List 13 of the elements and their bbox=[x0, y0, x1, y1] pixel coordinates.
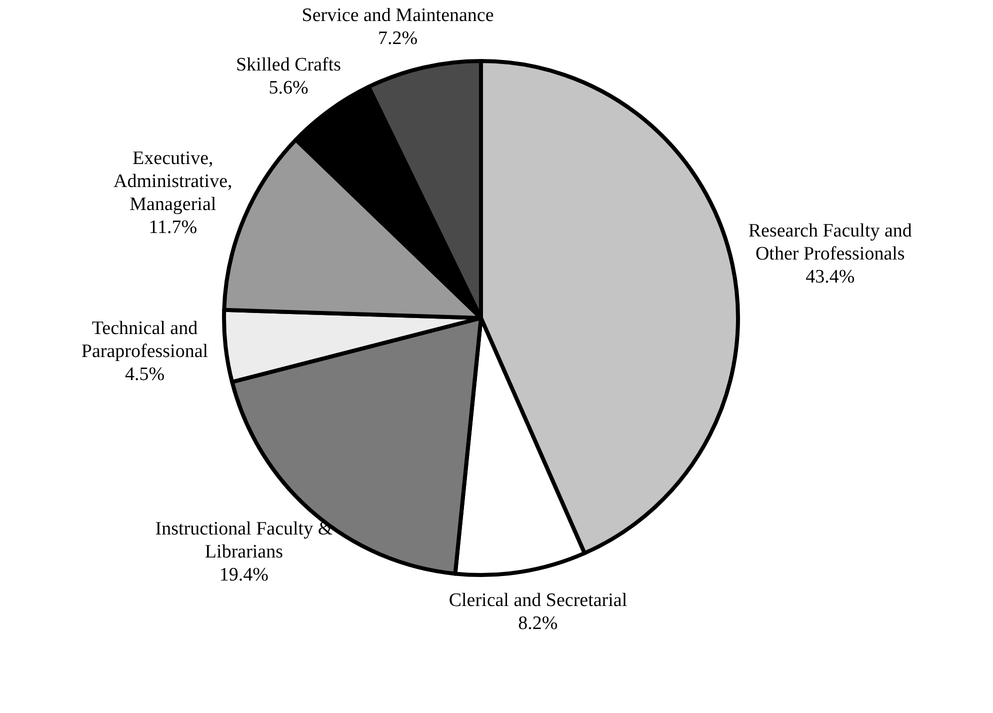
data-label: 4.5% bbox=[124, 364, 165, 385]
slice-label: Technical and Paraprofessional bbox=[81, 318, 208, 362]
slice-label: Research Faculty and Other Professionals bbox=[748, 220, 912, 264]
slice-label: Service and Maintenance bbox=[302, 5, 494, 26]
data-label: 7.2% bbox=[378, 28, 418, 50]
slice-label: Skilled Crafts bbox=[236, 54, 342, 76]
data-label: 8.2% bbox=[518, 612, 558, 634]
data-label: 19.4% bbox=[219, 564, 269, 586]
slice-label: Executive, Administrative, Managerial bbox=[114, 148, 232, 215]
data-label: 43.4% bbox=[806, 266, 855, 288]
data-label: 5.6% bbox=[268, 77, 308, 98]
slice-label: Clerical and Secretarial bbox=[448, 590, 628, 611]
data-label: 11.7% bbox=[148, 216, 198, 238]
